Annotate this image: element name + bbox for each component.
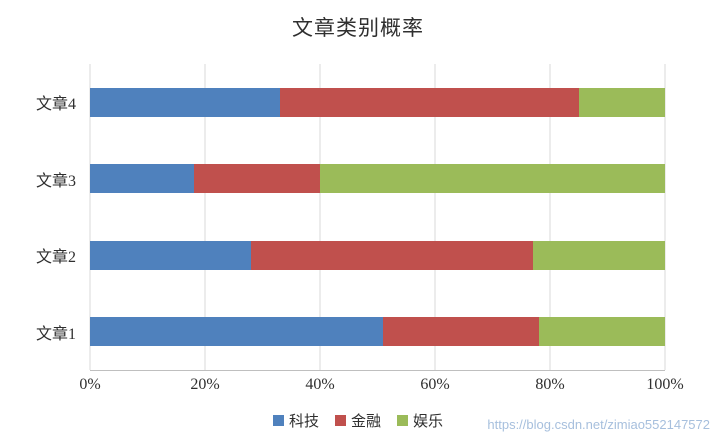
legend-item: 科技	[272, 410, 319, 431]
x-tick-label: 40%	[305, 376, 335, 393]
legend-item: 金融	[334, 410, 381, 431]
x-tick-label: 80%	[535, 376, 565, 393]
gridline	[549, 64, 551, 370]
gridline	[204, 64, 206, 370]
bar-segment	[90, 87, 280, 117]
bar-segment	[578, 87, 665, 117]
stacked-bar	[90, 87, 665, 117]
bar-segment	[538, 317, 665, 347]
legend-swatch	[397, 415, 408, 426]
bar-segment	[383, 317, 539, 347]
gridline	[434, 64, 436, 370]
gridline	[89, 64, 91, 370]
stacked-bar	[90, 164, 665, 194]
bar-segment	[532, 240, 665, 270]
legend-swatch	[334, 415, 346, 426]
bar-rows: 文章4 文章3 文章2 文章1	[36, 64, 665, 371]
gridline	[664, 64, 666, 370]
category-label: 文章1	[35, 325, 76, 343]
x-tick-label: 60%	[420, 376, 450, 393]
x-tick-label: 20%	[190, 376, 220, 393]
bar-segment	[193, 164, 320, 194]
bar-segment	[279, 87, 579, 117]
bar-segment	[90, 317, 384, 347]
bar-segment	[90, 240, 251, 270]
x-axis: 0% 20% 40% 60% 80% 100%	[79, 376, 683, 396]
legend-label: 金融	[350, 414, 381, 430]
bar-row: 文章4	[36, 64, 665, 141]
bar-row: 文章2	[36, 217, 665, 294]
category-label: 文章4	[35, 96, 76, 114]
stacked-bar	[90, 317, 665, 347]
plot-area: 文章4 文章3 文章2 文章1	[36, 64, 666, 371]
bar-row: 文章3	[36, 141, 665, 218]
category-label: 文章3	[35, 172, 76, 190]
bar-segment	[90, 164, 194, 194]
legend-item: 娱乐	[397, 410, 443, 431]
legend: 科技 金融 娱乐	[0, 410, 716, 431]
category-label: 文章2	[35, 249, 76, 267]
legend-label: 娱乐	[413, 414, 444, 430]
x-tick-label: 100%	[646, 376, 684, 393]
bar-segment	[251, 240, 533, 270]
bar-segment	[320, 164, 665, 194]
legend-swatch	[272, 415, 284, 426]
stacked-bar	[90, 240, 665, 270]
chart-title: 文章类别概率	[292, 16, 424, 40]
legend-label: 科技	[288, 414, 319, 430]
bar-row: 文章1	[36, 294, 665, 371]
gridline	[319, 64, 321, 370]
x-tick-label: 0%	[79, 376, 101, 393]
